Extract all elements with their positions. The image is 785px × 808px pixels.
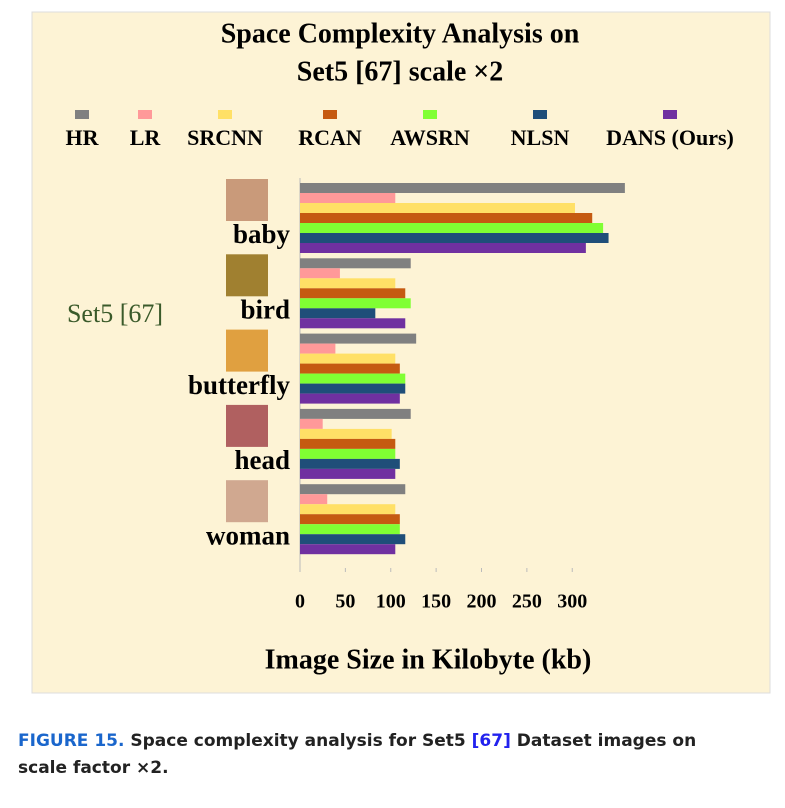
x-tick-label: 50 bbox=[335, 591, 355, 613]
panel bbox=[31, 11, 771, 694]
bar bbox=[300, 298, 411, 309]
legend-swatch bbox=[323, 110, 337, 119]
bar bbox=[300, 268, 340, 279]
bar bbox=[300, 544, 396, 555]
caption-ref[interactable]: [67] bbox=[471, 731, 511, 751]
x-tick-label: 200 bbox=[467, 591, 497, 613]
legend-label: AWSRN bbox=[390, 125, 470, 150]
bar bbox=[300, 193, 396, 203]
legend-swatch bbox=[423, 110, 437, 119]
bar bbox=[300, 213, 593, 223]
y-tick-label: butterfly bbox=[188, 370, 290, 400]
bar bbox=[300, 363, 400, 374]
thumbnail bbox=[226, 179, 268, 221]
legend-label: LR bbox=[130, 125, 162, 150]
bar bbox=[300, 373, 406, 384]
bar bbox=[300, 223, 604, 233]
bar bbox=[300, 278, 396, 289]
bar bbox=[300, 383, 406, 394]
thumbnail bbox=[226, 329, 268, 372]
bar bbox=[300, 243, 586, 253]
bar bbox=[300, 343, 336, 354]
bar bbox=[300, 408, 411, 419]
bar bbox=[300, 418, 323, 429]
caption-label: FIGURE 15. bbox=[18, 731, 125, 751]
bar bbox=[300, 504, 396, 515]
caption-text: Space complexity analysis for Set5 bbox=[130, 731, 466, 751]
thumbnail bbox=[226, 404, 268, 447]
bar bbox=[300, 524, 400, 535]
bar bbox=[300, 203, 575, 213]
bar bbox=[300, 288, 406, 299]
caption-text: Dataset images on bbox=[516, 731, 697, 751]
legend-label: DANS (Ours) bbox=[606, 125, 734, 150]
chart: Space Complexity Analysis on Set5 [67] s… bbox=[31, 11, 771, 694]
bar bbox=[300, 514, 400, 525]
x-tick-label: 150 bbox=[421, 591, 451, 613]
bar bbox=[300, 318, 406, 329]
annotation: Set5 [67] bbox=[67, 299, 163, 328]
bar bbox=[300, 448, 396, 459]
legend-label: SRCNN bbox=[187, 125, 263, 150]
chart-title: Space Complexity Analysis on bbox=[221, 18, 580, 49]
bar bbox=[300, 353, 396, 364]
bar bbox=[300, 233, 609, 243]
thumbnail bbox=[226, 480, 268, 523]
legend-swatch bbox=[218, 110, 232, 119]
bar bbox=[300, 534, 406, 545]
bar bbox=[300, 458, 400, 469]
caption: FIGURE 15. Space complexity analysis for… bbox=[18, 728, 778, 782]
legend-label: RCAN bbox=[298, 125, 362, 150]
x-tick-label: 300 bbox=[557, 591, 587, 613]
legend-swatch bbox=[75, 110, 89, 119]
x-tick-label: 100 bbox=[376, 591, 406, 613]
legend-swatch bbox=[138, 110, 152, 119]
bar bbox=[300, 183, 625, 193]
y-tick-label: woman bbox=[206, 520, 290, 550]
bar bbox=[300, 393, 400, 404]
chart-subtitle: Set5 [67] scale ×2 bbox=[297, 56, 503, 87]
bar bbox=[300, 333, 417, 344]
bar bbox=[300, 484, 406, 495]
thumbnail bbox=[226, 254, 268, 297]
caption-text: scale factor ×2. bbox=[18, 758, 169, 778]
legend-swatch bbox=[663, 110, 677, 119]
y-tick-label: baby bbox=[233, 219, 291, 249]
legend-label: HR bbox=[66, 125, 100, 150]
bar bbox=[300, 258, 411, 269]
legend-label: NLSN bbox=[511, 125, 570, 150]
bar bbox=[300, 428, 392, 439]
y-tick-label: bird bbox=[240, 295, 290, 325]
x-tick-label: 0 bbox=[295, 591, 305, 613]
x-tick-label: 250 bbox=[512, 591, 542, 613]
bar bbox=[300, 308, 376, 319]
x-axis-title: Image Size in Kilobyte (kb) bbox=[265, 644, 592, 675]
bar bbox=[300, 494, 328, 505]
bar bbox=[300, 438, 396, 449]
y-tick-label: head bbox=[234, 445, 290, 475]
bar bbox=[300, 468, 396, 479]
legend-swatch bbox=[533, 110, 547, 119]
